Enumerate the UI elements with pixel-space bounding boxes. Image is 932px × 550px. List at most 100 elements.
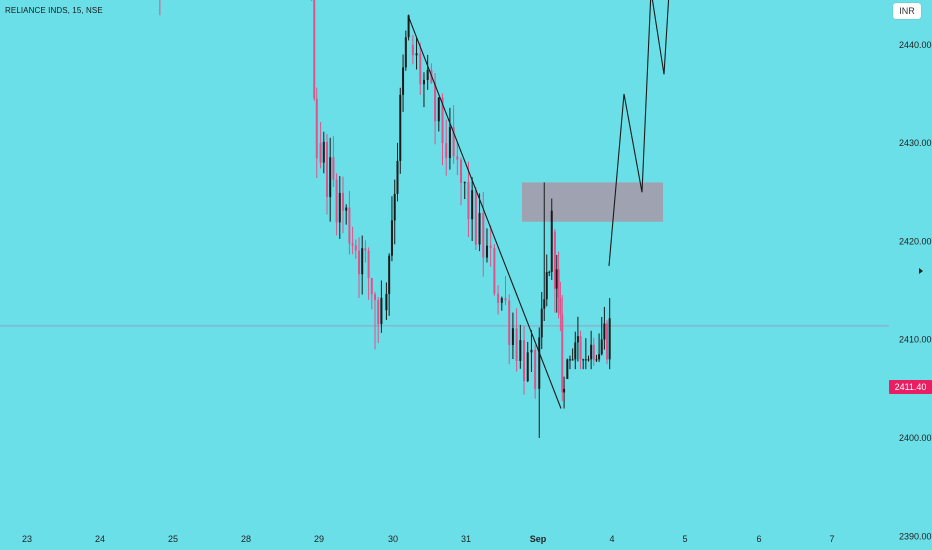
- candle: [377, 296, 380, 344]
- currency-button[interactable]: INR: [893, 3, 921, 19]
- candle: [571, 348, 574, 361]
- candle: [511, 312, 514, 360]
- candle: [595, 354, 598, 362]
- candle: [598, 333, 601, 362]
- candle: [361, 235, 364, 295]
- candle: [592, 337, 595, 366]
- y-tick-label: 2420.00: [899, 236, 932, 246]
- y-tick-label: 2430.00: [899, 138, 932, 148]
- candle: [380, 280, 383, 333]
- candle: [463, 181, 466, 200]
- candle: [590, 330, 593, 370]
- candle: [557, 251, 560, 319]
- candle: [404, 30, 407, 71]
- x-tick-label: 7: [829, 534, 834, 544]
- candle: [351, 226, 354, 255]
- candle: [448, 107, 451, 170]
- candle: [452, 105, 455, 164]
- candles: [159, 0, 611, 438]
- candle: [407, 14, 410, 41]
- candle: [543, 182, 546, 322]
- candle: [500, 296, 503, 311]
- candle: [348, 190, 351, 255]
- x-tick-label: 31: [461, 534, 471, 544]
- candle: [530, 330, 533, 373]
- x-tick-label: 25: [168, 534, 178, 544]
- candle: [545, 254, 548, 307]
- candle: [582, 358, 585, 370]
- candle: [548, 270, 551, 277]
- supply-zone-lower[interactable]: [522, 182, 663, 222]
- candle: [354, 239, 357, 259]
- candle: [555, 254, 558, 313]
- candle: [329, 137, 332, 222]
- x-tick-label: 5: [682, 534, 687, 544]
- candle: [523, 325, 526, 395]
- scale-arrow-icon: [919, 268, 923, 274]
- candle: [370, 277, 373, 310]
- x-tick-label: Sep: [530, 534, 547, 544]
- y-tick-label: 2390.00: [899, 531, 932, 541]
- candle: [566, 358, 569, 380]
- candle: [584, 338, 587, 370]
- candle: [534, 344, 537, 399]
- candle: [388, 253, 391, 316]
- y-tick-label: 2410.00: [899, 335, 932, 345]
- candle: [419, 42, 422, 95]
- candle: [402, 54, 405, 112]
- candle: [319, 121, 322, 169]
- x-tick-label: 24: [95, 534, 105, 544]
- candle: [550, 198, 553, 280]
- candle: [385, 282, 388, 321]
- candle: [561, 294, 564, 402]
- x-tick-label: 30: [388, 534, 398, 544]
- candle: [538, 327, 541, 438]
- projection-path[interactable]: [608, 0, 680, 267]
- candle: [456, 141, 459, 176]
- candle: [367, 247, 370, 300]
- candle: [574, 331, 577, 370]
- x-tick-label: 29: [314, 534, 324, 544]
- candle: [489, 225, 492, 267]
- candle: [482, 191, 485, 277]
- candle: [576, 316, 579, 362]
- candle: [600, 316, 603, 356]
- candle: [515, 308, 518, 372]
- candle: [322, 131, 325, 174]
- candle: [342, 176, 344, 234]
- candle: [508, 294, 511, 365]
- trendline[interactable]: [407, 15, 562, 409]
- candle: [390, 196, 393, 262]
- candle: [393, 179, 396, 245]
- candle: [326, 133, 328, 215]
- candle: [332, 136, 335, 188]
- candle: [474, 187, 477, 251]
- y-tick-label: 2440.00: [899, 40, 932, 50]
- candle: [504, 275, 507, 306]
- candle: [374, 291, 376, 350]
- candle: [335, 173, 338, 236]
- candle: [345, 204, 348, 225]
- candle: [493, 244, 496, 296]
- candle: [467, 161, 470, 238]
- candle: [608, 298, 611, 370]
- candle: [478, 193, 481, 252]
- y-tick-label: 2400.00: [899, 433, 932, 443]
- candle: [399, 87, 402, 174]
- candle: [587, 355, 590, 362]
- candle: [497, 285, 500, 315]
- candle: [311, 0, 313, 2]
- x-tick-label: 4: [609, 534, 614, 544]
- candle: [460, 157, 463, 206]
- candle: [526, 341, 529, 383]
- candle: [485, 228, 488, 263]
- candle: [364, 240, 367, 263]
- candle: [159, 0, 161, 16]
- candle: [445, 119, 448, 176]
- candle: [415, 37, 418, 70]
- candle: [422, 72, 425, 108]
- candle: [426, 54, 429, 90]
- candle: [559, 281, 562, 331]
